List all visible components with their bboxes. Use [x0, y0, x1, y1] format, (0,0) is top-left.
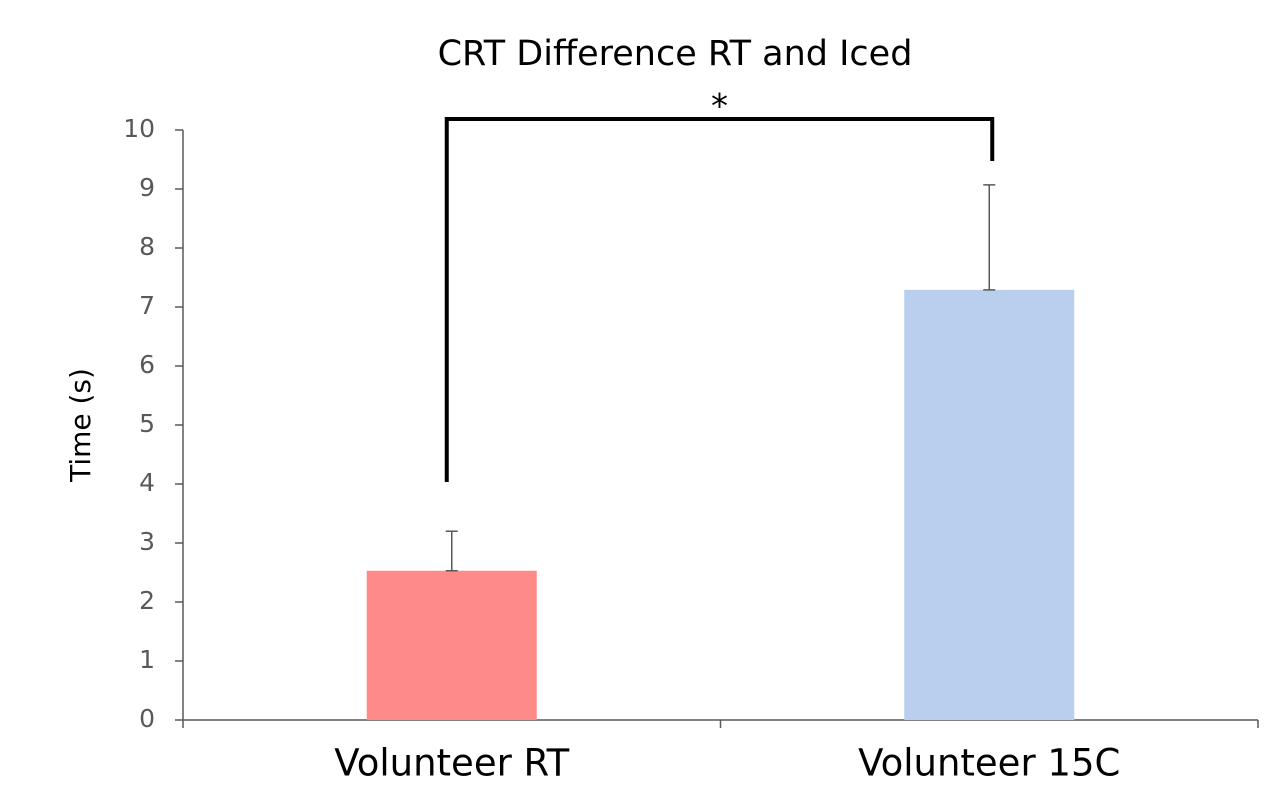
y-tick-label: 1: [139, 645, 155, 674]
significance-bracket: [444, 117, 995, 482]
y-axis-label: Time (s): [64, 368, 97, 483]
error-bar: [983, 184, 996, 291]
y-tick-label: 7: [139, 291, 155, 320]
x-tick-label: Volunteer 15C: [858, 742, 1120, 785]
y-tick-label: 3: [139, 527, 155, 556]
y-tick-label: 2: [139, 586, 155, 615]
y-tick-label: 8: [139, 232, 155, 261]
significance-label: *: [711, 87, 728, 127]
chart-title: CRT Difference RT and Iced: [438, 34, 913, 74]
y-tick-label: 0: [139, 704, 155, 733]
y-tick-label: 9: [139, 173, 155, 202]
bar: [366, 570, 537, 720]
error-bar: [445, 530, 458, 572]
y-tick-label: 6: [139, 350, 155, 379]
y-tick-label: 10: [123, 114, 155, 143]
y-tick-label: 4: [139, 468, 155, 497]
y-tick-label: 5: [139, 409, 155, 438]
x-tick-label: Volunteer RT: [334, 742, 569, 785]
bar: [904, 289, 1075, 720]
